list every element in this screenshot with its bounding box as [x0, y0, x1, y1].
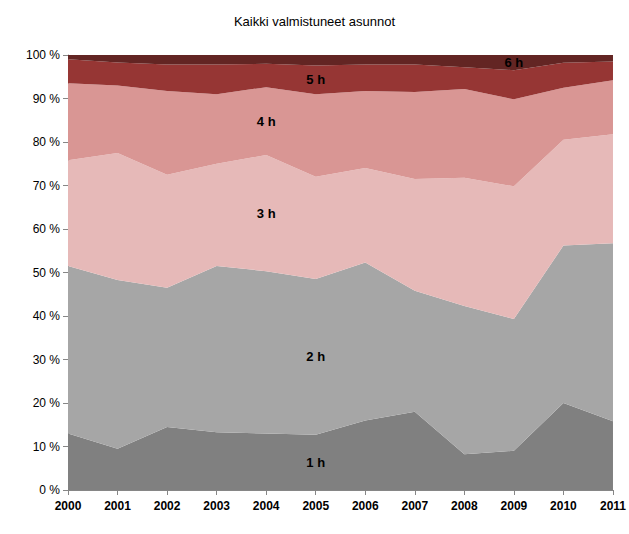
svg-text:5 h: 5 h: [306, 72, 325, 87]
svg-text:40 %: 40 %: [33, 309, 61, 323]
svg-text:2005: 2005: [302, 499, 329, 513]
svg-text:2009: 2009: [501, 499, 528, 513]
svg-text:2002: 2002: [154, 499, 181, 513]
svg-text:2011: 2011: [600, 499, 626, 513]
svg-text:2006: 2006: [352, 499, 379, 513]
svg-text:2010: 2010: [550, 499, 577, 513]
svg-text:60 %: 60 %: [33, 222, 61, 236]
svg-text:0 %: 0 %: [39, 483, 60, 497]
svg-text:2001: 2001: [104, 499, 131, 513]
svg-text:70 %: 70 %: [33, 179, 61, 193]
svg-text:30 %: 30 %: [33, 353, 61, 367]
svg-text:100 %: 100 %: [26, 48, 60, 62]
svg-text:50 %: 50 %: [33, 266, 61, 280]
svg-text:2008: 2008: [451, 499, 478, 513]
svg-text:6 h: 6 h: [504, 55, 523, 70]
svg-text:20 %: 20 %: [33, 396, 61, 410]
svg-text:3 h: 3 h: [257, 206, 276, 221]
svg-text:2000: 2000: [55, 499, 82, 513]
svg-text:80 %: 80 %: [33, 135, 61, 149]
svg-text:2003: 2003: [203, 499, 230, 513]
svg-text:90 %: 90 %: [33, 92, 61, 106]
svg-text:2 h: 2 h: [306, 349, 325, 364]
svg-text:4 h: 4 h: [257, 114, 276, 129]
svg-text:2004: 2004: [253, 499, 280, 513]
svg-text:Kaikki valmistuneet asunnot: Kaikki valmistuneet asunnot: [234, 14, 396, 29]
svg-text:2007: 2007: [401, 499, 428, 513]
svg-text:1 h: 1 h: [306, 455, 325, 470]
svg-text:10 %: 10 %: [33, 440, 61, 454]
